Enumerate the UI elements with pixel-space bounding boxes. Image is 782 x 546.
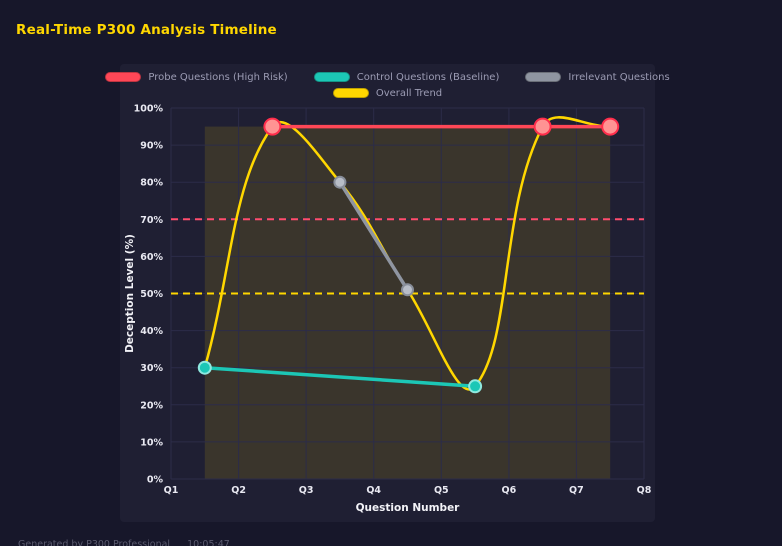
- legend-label-trend: Overall Trend: [375, 87, 443, 99]
- legend-item-control-questions[interactable]: Control Questions (Baseline): [313, 71, 500, 83]
- y-tick-label: 40%: [140, 326, 163, 337]
- y-tick-label: 100%: [134, 104, 164, 115]
- series-line: [338, 180, 410, 292]
- legend-item-overall-trend[interactable]: Overall Trend: [332, 87, 443, 99]
- y-tick-label: 60%: [140, 252, 163, 263]
- y-tick-label: 70%: [140, 215, 163, 226]
- legend-swatch-control-icon: [313, 72, 350, 82]
- x-tick-label: Q8: [637, 485, 652, 496]
- x-tick-label: Q7: [569, 485, 584, 496]
- legend-swatch-trend-icon: [332, 88, 369, 98]
- data-point[interactable]: [533, 117, 552, 136]
- data-point[interactable]: [263, 117, 282, 136]
- data-point[interactable]: [333, 175, 347, 189]
- y-tick-label: 0%: [147, 475, 164, 486]
- legend-row-1: Probe Questions (High Risk) Control Ques…: [105, 71, 670, 83]
- legend-item-irrelevant-questions[interactable]: Irrelevant Questions: [525, 71, 670, 83]
- footer-timestamp: 10:05:47: [187, 539, 230, 546]
- legend-label-irrelevant: Irrelevant Questions: [568, 71, 670, 83]
- x-tick-label: Q1: [164, 485, 179, 496]
- footer-generated-text: Generated by P300 Professional: [18, 539, 171, 546]
- data-point[interactable]: [401, 283, 414, 297]
- x-tick-label: Q2: [231, 485, 246, 496]
- x-tick-label: Q6: [502, 485, 517, 496]
- x-axis-title: Question Number: [356, 502, 461, 514]
- y-axis-title: Deception Level (%): [124, 234, 136, 353]
- data-point[interactable]: [468, 379, 483, 394]
- chart-panel: Probe Questions (High Risk) Control Ques…: [105, 64, 670, 522]
- legend-swatch-probe-icon: [105, 72, 142, 82]
- legend-label-control: Control Questions (Baseline): [356, 71, 500, 83]
- y-tick-label: 50%: [140, 289, 163, 300]
- legend-row-2: Overall Trend: [332, 87, 443, 99]
- page-title: Real-Time P300 Analysis Timeline: [16, 22, 277, 38]
- data-point[interactable]: [197, 360, 212, 375]
- data-point[interactable]: [601, 117, 620, 136]
- y-tick-label: 10%: [140, 437, 163, 448]
- legend-label-probe: Probe Questions (High Risk): [148, 71, 288, 83]
- x-tick-label: Q5: [434, 485, 449, 496]
- legend-swatch-irrelevant-icon: [525, 72, 562, 82]
- y-tick-label: 90%: [140, 141, 163, 152]
- p300-timeline-chart: 0% 10% 20% 30% 40% 50% 60% 70% 80% 90% 100% Q1 Q2 Q3 Q…: [124, 104, 652, 515]
- legend-item-probe-questions[interactable]: Probe Questions (High Risk): [105, 71, 288, 83]
- footer-note: Generated by P300 Professional 10:05:47: [18, 539, 230, 546]
- x-tick-label: Q3: [299, 485, 314, 496]
- y-tick-label: 30%: [140, 363, 163, 374]
- series-line: [203, 365, 477, 389]
- chart-legend: Probe Questions (High Risk) Control Ques…: [105, 64, 670, 99]
- y-tick-label: 20%: [140, 400, 163, 411]
- analysis-window-band: [204, 126, 611, 480]
- x-tick-label: Q4: [366, 485, 381, 496]
- y-tick-label: 80%: [140, 178, 163, 189]
